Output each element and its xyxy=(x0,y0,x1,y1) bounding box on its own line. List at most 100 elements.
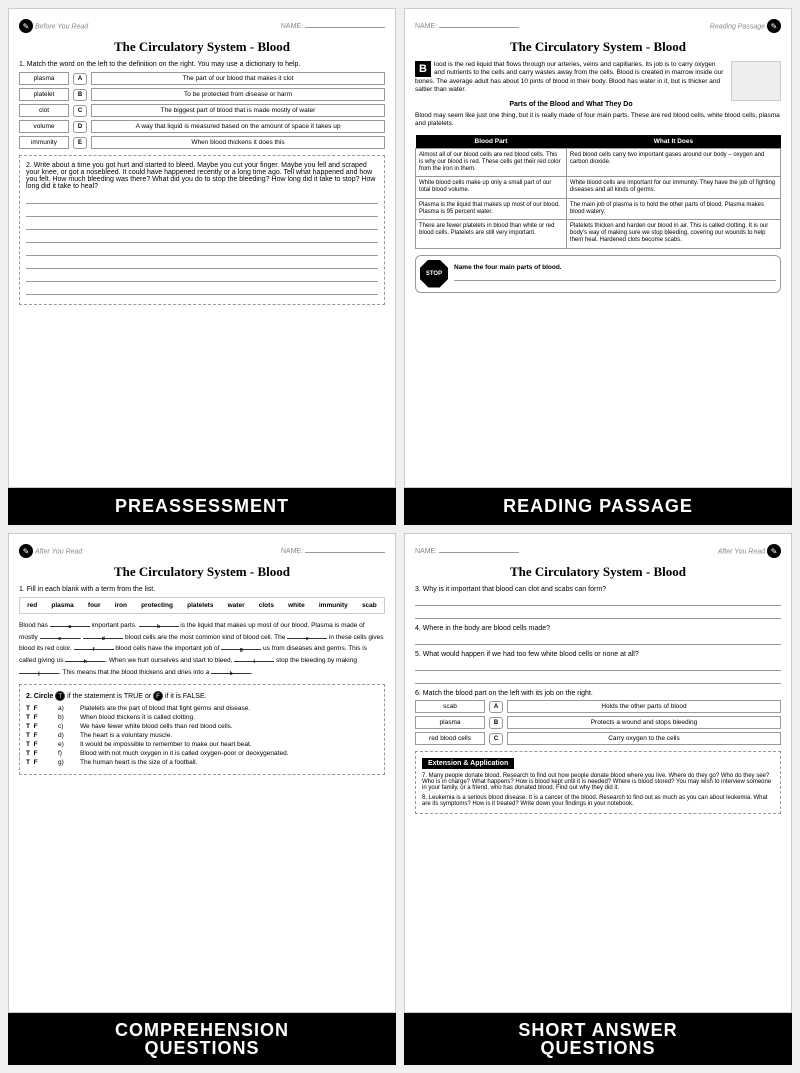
stop-q-text: Name the four main parts of blood. xyxy=(454,264,776,271)
q6: 6. Match the blood part on the left with… xyxy=(415,690,781,697)
after-read-label: After You Read xyxy=(35,549,82,556)
intro-text: Blood is the red liquid that flows throu… xyxy=(415,61,781,95)
q3: 3. Why is it important that blood can cl… xyxy=(415,586,781,593)
name-label: NAME: xyxy=(415,23,437,30)
q1-instruction: 1. Fill in each blank with a term from t… xyxy=(19,586,385,593)
match-row[interactable]: clotCThe biggest part of blood that is m… xyxy=(19,104,385,117)
write-line[interactable] xyxy=(26,246,378,256)
stop-question: STOP Name the four main parts of blood. xyxy=(415,255,781,293)
bank-word: immunity xyxy=(319,602,348,609)
preassessment-page: ✎ Before You Read NAME: The Circulatory … xyxy=(8,8,396,488)
word-bank: redplasmafourironprotectingplateletswate… xyxy=(19,597,385,614)
bank-word: white xyxy=(288,602,305,609)
reading-passage-page: NAME: Reading Passage ✎ The Circulatory … xyxy=(404,8,792,488)
tf-row[interactable]: T Fc)We have fewer white blood cells tha… xyxy=(26,723,378,730)
match-row[interactable]: volumeDA way that liquid is measured bas… xyxy=(19,120,385,133)
ext-q8: 8. Leukemia is a serious blood disease. … xyxy=(422,795,774,807)
bank-word: water xyxy=(228,602,245,609)
bank-word: clots xyxy=(259,602,274,609)
letter: E xyxy=(73,137,87,149)
definition: Carry oxygen to the cells xyxy=(507,732,781,745)
reading-passage-label: Reading Passage xyxy=(710,24,765,31)
letter: B xyxy=(489,717,503,729)
letter: A xyxy=(489,701,503,713)
th-does: What It Does xyxy=(566,135,780,149)
pencil-icon: ✎ xyxy=(767,19,781,33)
term: red blood cells xyxy=(415,732,485,745)
q2-instruction: 2. Write about a time you got hurt and s… xyxy=(26,162,378,190)
q4: 4. Where in the body are blood cells mad… xyxy=(415,625,781,632)
match-row[interactable]: plasmaBProtects a wound and stops bleedi… xyxy=(415,716,781,729)
write-line[interactable] xyxy=(415,635,781,645)
page-title: The Circulatory System - Blood xyxy=(415,564,781,580)
match-row[interactable]: plasmaAThe part of our blood that makes … xyxy=(19,72,385,85)
lead-text: Blood may seem like just one thing, but … xyxy=(415,112,781,129)
page-title: The Circulatory System - Blood xyxy=(19,39,385,55)
definition: The biggest part of blood that is made m… xyxy=(91,104,385,117)
write-line[interactable] xyxy=(415,661,781,671)
letter: A xyxy=(73,73,87,85)
term: immunity xyxy=(19,136,69,149)
section-label: READING PASSAGE xyxy=(404,488,792,525)
bank-word: scab xyxy=(362,602,377,609)
write-line[interactable] xyxy=(26,285,378,295)
term: volume xyxy=(19,120,69,133)
q2-instruction: 2. Circle T if the statement is TRUE or … xyxy=(26,691,378,701)
name-input[interactable] xyxy=(439,27,519,28)
pencil-icon: ✎ xyxy=(19,544,33,558)
tf-row[interactable]: T Ff)Blood with not much oxygen in it is… xyxy=(26,750,378,757)
pencil-icon: ✎ xyxy=(19,19,33,33)
match-row[interactable]: plateletBTo be protected from disease or… xyxy=(19,88,385,101)
write-line[interactable] xyxy=(415,609,781,619)
write-line[interactable] xyxy=(454,271,776,281)
letter: C xyxy=(489,733,503,745)
term: plasma xyxy=(19,72,69,85)
term: scab xyxy=(415,700,485,713)
section-label: COMPREHENSIONQUESTIONS xyxy=(8,1013,396,1065)
definition: To be protected from disease or harm xyxy=(91,88,385,101)
write-line[interactable] xyxy=(26,220,378,230)
tf-row[interactable]: T Fg)The human heart is the size of a fo… xyxy=(26,759,378,766)
after-read-label: After You Read xyxy=(718,549,765,556)
bank-word: protecting xyxy=(141,602,173,609)
pencil-icon: ✎ xyxy=(767,544,781,558)
letter: D xyxy=(73,121,87,133)
name-input[interactable] xyxy=(439,552,519,553)
match-row[interactable]: scab A Holds the other parts of blood xyxy=(415,700,781,713)
write-line[interactable] xyxy=(26,272,378,282)
comprehension-page: ✎ After You Read NAME: The Circulatory S… xyxy=(8,533,396,1013)
table-row: Plasma is the liquid that makes up most … xyxy=(416,198,781,219)
tf-row[interactable]: T Fa)Platelets are the part of blood tha… xyxy=(26,705,378,712)
before-read-label: Before You Read xyxy=(35,24,88,31)
section-label: SHORT ANSWERQUESTIONS xyxy=(404,1013,792,1065)
bank-word: platelets xyxy=(187,602,213,609)
bank-word: plasma xyxy=(51,602,73,609)
match-row[interactable]: red blood cells C Carry oxygen to the cell… xyxy=(415,732,781,745)
write-line[interactable] xyxy=(26,259,378,269)
name-label: NAME: xyxy=(415,548,437,555)
write-line[interactable] xyxy=(26,207,378,217)
blood-cells-image xyxy=(731,61,781,101)
match-row[interactable]: immunityEWhen blood thickens it does thi… xyxy=(19,136,385,149)
name-label: NAME: xyxy=(281,23,303,30)
write-line[interactable] xyxy=(415,674,781,684)
write-line[interactable] xyxy=(415,596,781,606)
q2-box: 2. Write about a time you got hurt and s… xyxy=(19,155,385,305)
term: platelet xyxy=(19,88,69,101)
term: plasma xyxy=(415,716,485,729)
tf-row[interactable]: T Fd)The heart is a voluntary muscle. xyxy=(26,732,378,739)
fill-blanks[interactable]: Blood has a important parts. b is the li… xyxy=(19,620,385,678)
write-line[interactable] xyxy=(26,233,378,243)
page-title: The Circulatory System - Blood xyxy=(415,39,781,55)
subheading: Parts of the Blood and What They Do xyxy=(415,101,781,108)
short-answer-page: NAME: After You Read ✎ The Circulatory S… xyxy=(404,533,792,1013)
table-row: White blood cells make up only a small p… xyxy=(416,177,781,198)
definition: Holds the other parts of blood xyxy=(507,700,781,713)
write-line[interactable] xyxy=(26,194,378,204)
name-input[interactable] xyxy=(305,552,385,553)
tf-row[interactable]: T Fe)It would be impossible to remember … xyxy=(26,741,378,748)
th-part: Blood Part xyxy=(416,135,567,149)
name-input[interactable] xyxy=(305,27,385,28)
page-title: The Circulatory System - Blood xyxy=(19,564,385,580)
tf-row[interactable]: T Fb)When blood thickens it is called cl… xyxy=(26,714,378,721)
